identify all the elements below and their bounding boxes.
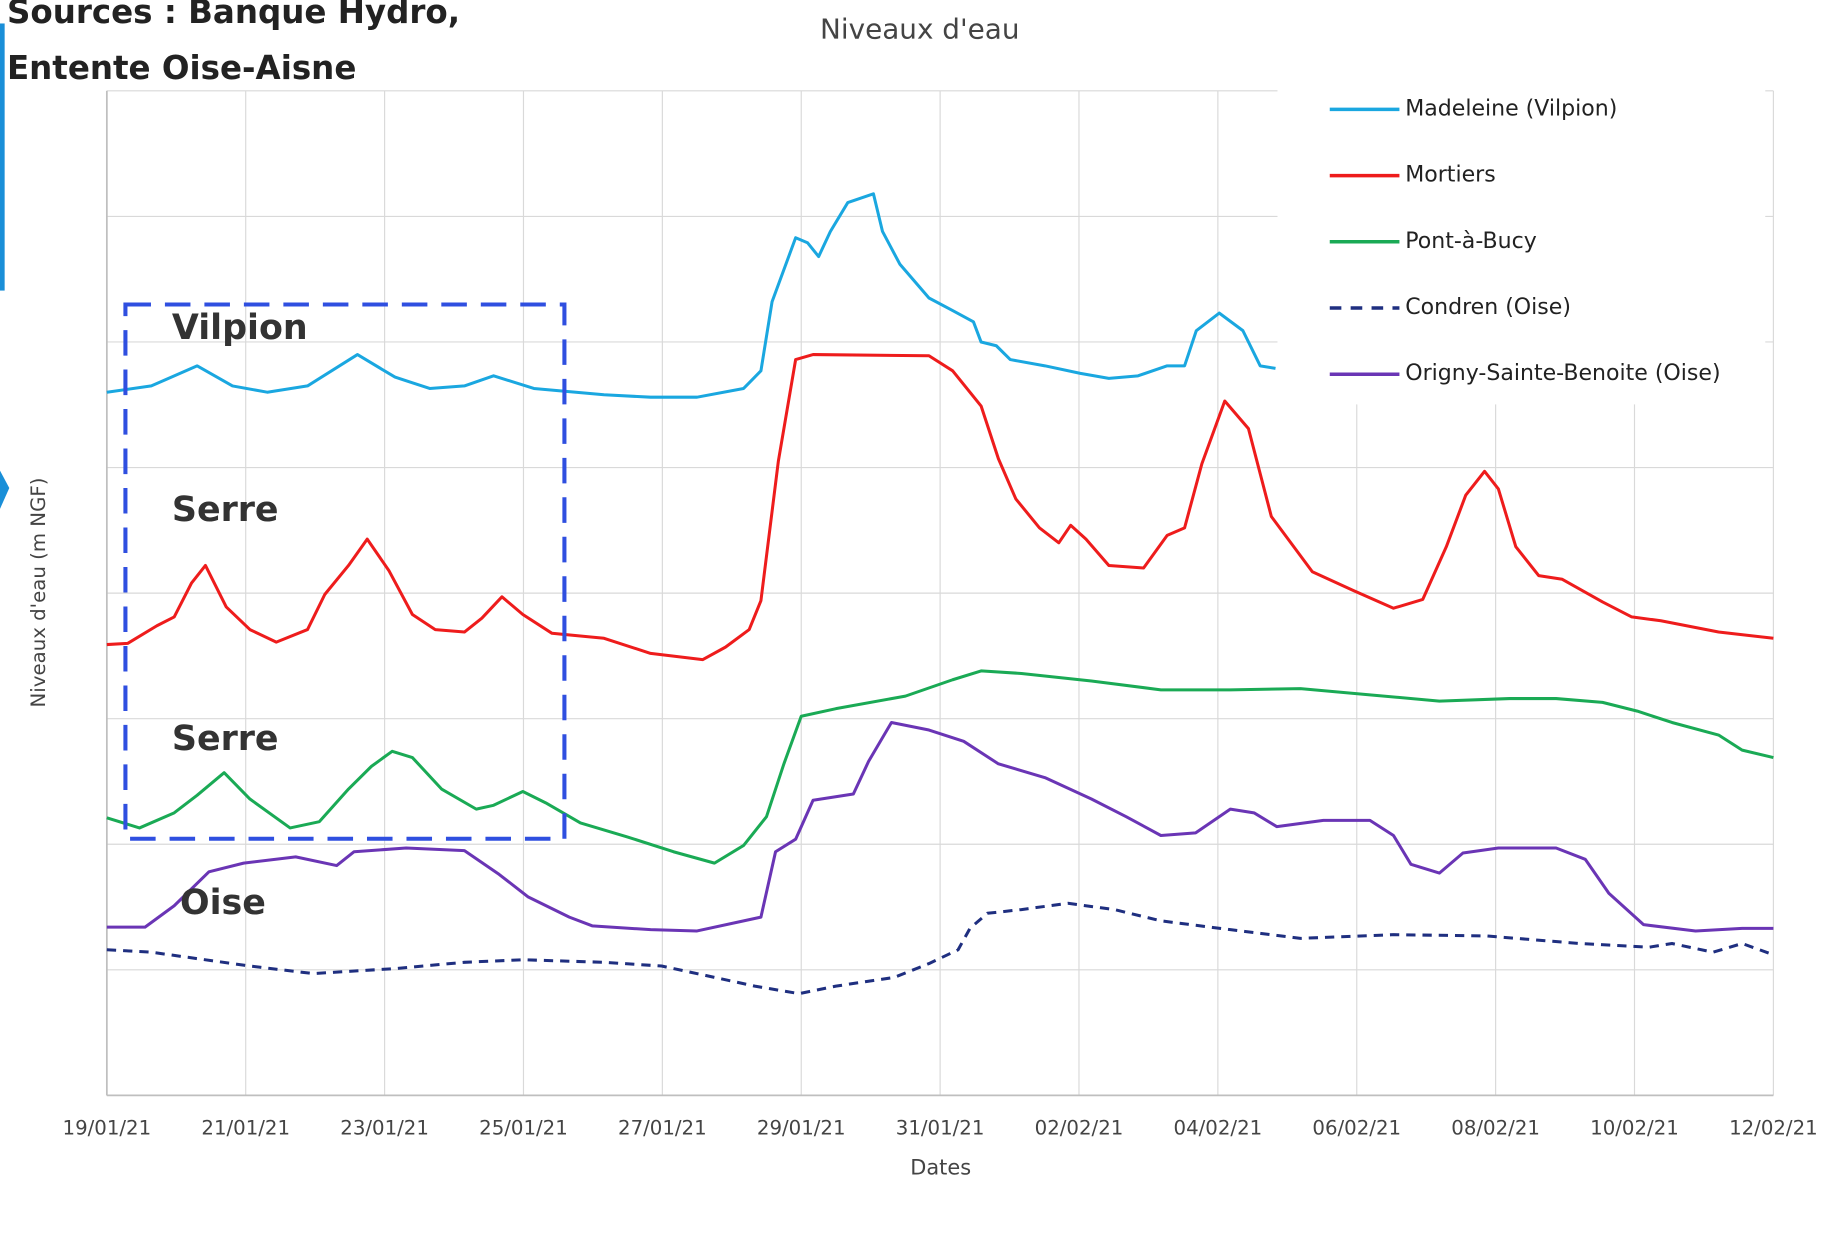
x-tick-label: 31/01/21: [896, 1117, 985, 1140]
legend: [1277, 75, 1766, 405]
series-line: [106, 192, 1276, 399]
chart-title: Niveaux d'eau: [820, 12, 1020, 45]
series-line: [106, 353, 1774, 662]
highlight-box: [123, 302, 567, 841]
annotation: Serre: [172, 490, 279, 530]
x-tick-label: 06/02/21: [1312, 1117, 1401, 1140]
x-tick-label: 21/01/21: [201, 1117, 290, 1140]
legend-label: Mortiers: [1405, 163, 1495, 188]
legend-label: Condren (Oise): [1405, 295, 1571, 320]
annotation: Serre: [172, 719, 279, 759]
x-tick-label: 12/02/21: [1729, 1117, 1818, 1140]
annotation: Vilpion: [172, 308, 308, 348]
legend-items: Madeleine (Vilpion) Mortiers Pont-à-Bucy Co…: [1329, 96, 1721, 386]
x-tick-label: 04/02/21: [1174, 1117, 1263, 1140]
x-tick-label: 02/02/21: [1035, 1117, 1124, 1140]
x-tick-label: 19/01/21: [63, 1117, 152, 1140]
x-tick-label: 23/01/21: [340, 1117, 429, 1140]
series-line: [106, 669, 1774, 865]
annotations: Vilpion Serre Serre Oise: [172, 308, 308, 923]
x-tick-label: 10/02/21: [1590, 1117, 1679, 1140]
source: Sources : Banque Hydro,: [7, 0, 460, 31]
edge-bar: [0, 23, 5, 291]
x-tick-label: 08/02/21: [1451, 1117, 1540, 1140]
x-tick-label: 29/01/21: [757, 1117, 846, 1140]
plot: [106, 192, 1774, 996]
annotation: Oise: [180, 883, 266, 923]
edge-arrow: [0, 470, 10, 509]
source: Entente Oise-Aisne: [7, 49, 356, 87]
x-tick-label: 27/01/21: [618, 1117, 707, 1140]
legend-label: Madeleine (Vilpion): [1405, 96, 1617, 121]
legend-label: Origny-Sainte-Benoite (Oise): [1405, 361, 1720, 386]
y-axis-label: Niveaux d'eau (m NGF): [27, 478, 50, 708]
legend-label: Pont-à-Bucy: [1405, 229, 1537, 254]
x-axis-label: Dates: [910, 1156, 971, 1180]
x-tick-label: 25/01/21: [479, 1117, 568, 1140]
series-line: [106, 720, 1774, 933]
